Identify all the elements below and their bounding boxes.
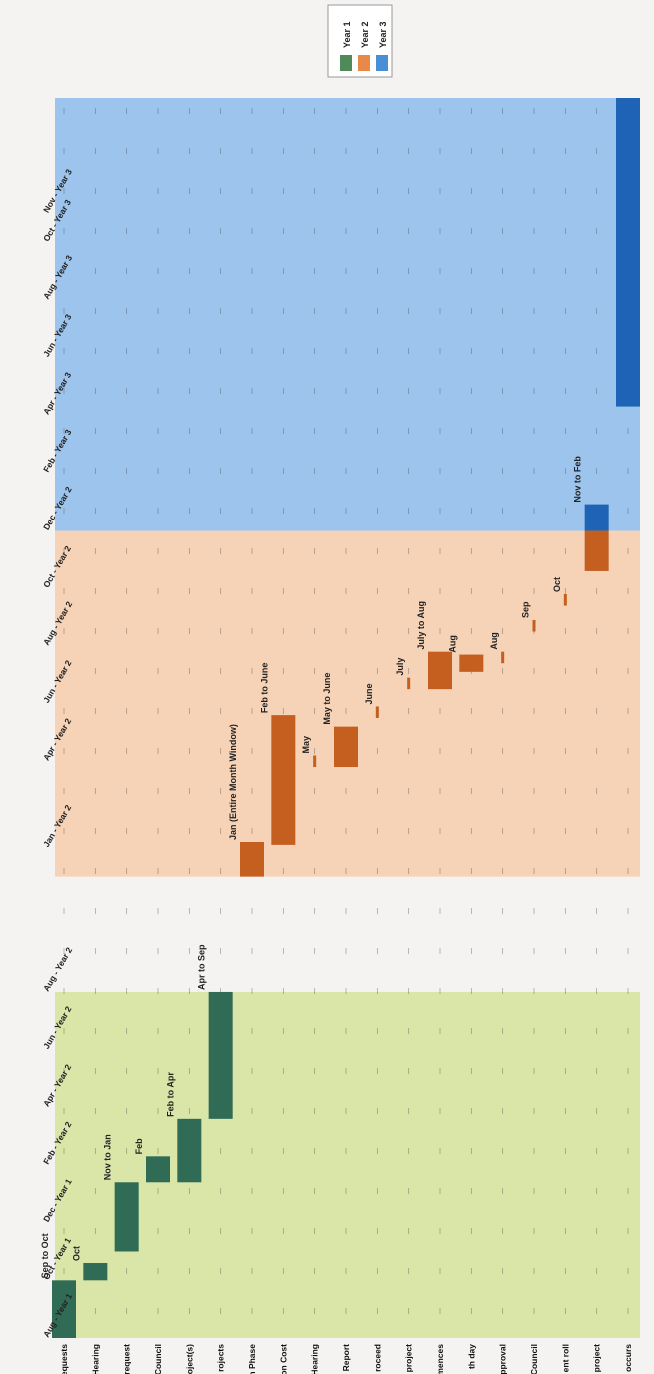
- bar-10: [375, 706, 379, 718]
- bar-label: May to June: [322, 673, 332, 725]
- bar-label: Oct: [552, 577, 562, 592]
- legend-swatch: [358, 55, 370, 71]
- category-label: request: [122, 1344, 132, 1374]
- category-label: rojects: [216, 1344, 226, 1372]
- category-label: project: [404, 1344, 414, 1373]
- task-bars: [52, 98, 640, 1338]
- legend-label: Year 3: [378, 21, 388, 48]
- bar-label: Apr to Sep: [197, 944, 207, 990]
- category-label: oject(s): [184, 1344, 194, 1374]
- bar-9: [334, 726, 358, 768]
- bar-19: [616, 98, 640, 407]
- bar-13: [459, 654, 484, 672]
- bar-label: Feb to Apr: [165, 1072, 175, 1117]
- category-axis: requests Hearing request Council oject(s) roj…: [59, 1344, 633, 1374]
- phase-bands: [55, 98, 640, 1338]
- legend-label: Year 2: [360, 21, 370, 48]
- phase-band-3: [55, 98, 640, 531]
- bar-label: Nov to Jan: [103, 1134, 113, 1180]
- category-label: pproval: [498, 1344, 508, 1374]
- bar-label: Aug: [447, 635, 457, 653]
- bar-label: July: [395, 658, 405, 676]
- category-label: Hearing: [90, 1344, 100, 1374]
- bar-label: June: [364, 683, 374, 704]
- category-label: ent roll: [560, 1344, 570, 1372]
- category-label: occurs: [623, 1344, 633, 1372]
- category-label: n Phase: [247, 1344, 257, 1374]
- category-label: mences: [435, 1344, 445, 1374]
- category-label: Council: [153, 1344, 163, 1374]
- bar-0: [52, 1280, 76, 1338]
- bar-label: Feb: [134, 1138, 144, 1155]
- phase-band-2: [55, 530, 640, 877]
- bar-labels: Sep to Oct Oct Nov to Jan Feb Feb to Apr Apr …: [40, 456, 583, 1279]
- legend: Year 1 Year 2 Year 3: [327, 4, 393, 78]
- bar-label: Sep: [521, 601, 531, 618]
- bar-label: Nov to Feb: [573, 456, 583, 503]
- category-label: Hearing: [310, 1344, 320, 1374]
- bar-16: [563, 594, 567, 606]
- category-label: Council: [529, 1344, 539, 1374]
- bar-1: [83, 1263, 108, 1281]
- category-label: Report: [341, 1344, 351, 1372]
- category-label: on Cost: [278, 1344, 288, 1374]
- bar-label: July to Aug: [416, 601, 426, 650]
- bar-5: [208, 991, 233, 1119]
- legend-swatch: [340, 55, 352, 71]
- bar-7: [271, 715, 296, 845]
- bar-12: [428, 651, 452, 690]
- bar-label: Aug: [489, 632, 499, 650]
- category-label: requests: [59, 1344, 69, 1374]
- bar-6: [240, 842, 264, 877]
- bar-label: Sep to Oct: [40, 1233, 50, 1278]
- legend-swatch: [376, 55, 388, 71]
- bar-2: [114, 1182, 139, 1252]
- bar-11: [407, 677, 411, 690]
- phase-band-1: [55, 991, 640, 1338]
- category-label: roceed: [372, 1344, 382, 1372]
- bar-label: May: [301, 736, 311, 754]
- bar-label: Feb to June: [259, 663, 269, 714]
- bar-3: [146, 1156, 170, 1183]
- category-label: project: [592, 1344, 602, 1373]
- bar-18: [584, 504, 609, 531]
- bar-17: [584, 530, 609, 571]
- category-label: th day: [466, 1344, 476, 1369]
- bar-15: [532, 619, 536, 632]
- bar-14: [501, 651, 505, 664]
- bar-label: Oct: [71, 1246, 81, 1261]
- bar-label: Jan (Entire Month Window): [228, 724, 238, 840]
- bar-4: [177, 1118, 202, 1183]
- legend-label: Year 1: [342, 21, 352, 48]
- bar-8: [313, 755, 317, 768]
